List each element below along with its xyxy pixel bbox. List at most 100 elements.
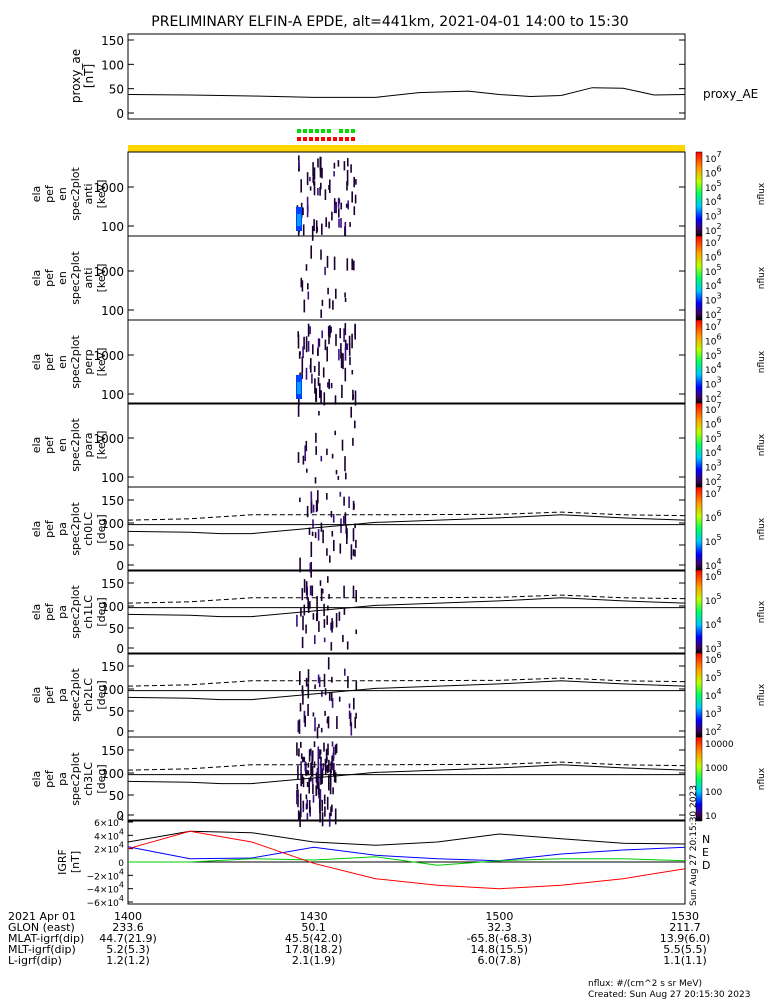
panel-ylabel-line: para <box>82 433 95 458</box>
igrf-tick-label: 2×104 <box>94 841 124 856</box>
panel-ylabel-line: ela <box>30 687 43 704</box>
green-flag-dot <box>351 129 355 133</box>
spectrogram-pixel <box>298 719 301 734</box>
spectrogram-pixel <box>313 167 316 180</box>
spectrogram-pixel <box>297 334 300 349</box>
spectrogram-pixel <box>353 697 355 710</box>
spectrogram-pixel <box>354 390 357 406</box>
spectrogram-pixel <box>338 208 340 218</box>
y-tick-label: 0 <box>116 559 124 573</box>
spectrogram-pixel <box>328 759 330 772</box>
spectrogram-pixel <box>348 710 351 719</box>
spectrogram-pixel <box>351 258 353 270</box>
red-flag-dot <box>333 137 337 141</box>
proxy-ae-ylabel-line: proxy_ae <box>69 49 83 103</box>
spectrogram-pixel <box>319 797 321 814</box>
spectrogram-pixel <box>352 437 354 446</box>
spectrogram-pixel <box>313 175 315 186</box>
spectrogram-pixel <box>344 297 347 302</box>
spectrogram-pixel <box>327 764 329 774</box>
y-tick-label: 1000 <box>93 432 124 446</box>
spectrogram-pixel <box>317 188 319 196</box>
spectrogram-pixel <box>314 635 316 645</box>
colorbar-tick-label: 106 <box>705 248 722 263</box>
y-tick-label: 100 <box>101 304 124 318</box>
footer-units: nflux: #/(cm^2 s sr MeV) <box>588 979 702 989</box>
spectrogram-pixel <box>341 439 344 451</box>
spectrogram-pixel <box>306 172 309 186</box>
spectrogram-pixel <box>328 692 331 701</box>
panel-ylabel-line: pa <box>56 688 69 702</box>
spectrogram-pixel <box>306 769 308 776</box>
spectrogram-pixel <box>337 160 340 167</box>
spectrogram-pixel <box>312 794 315 803</box>
spectrogram-pixel <box>335 469 338 475</box>
proxy-ae-ylabel-line: [nT] <box>82 64 96 88</box>
row-value: -65.8(-68.3) <box>467 932 533 945</box>
spectrogram-pixel <box>352 500 355 511</box>
panel-ylabel-line: anti <box>82 267 95 288</box>
proxy-ae-y-ticks: 150 100 50 0 <box>101 34 685 121</box>
spectrogram-pixel <box>355 629 357 635</box>
panel-ylabel-line: spec2plot <box>69 418 82 472</box>
spectrogram-pixel <box>305 264 308 271</box>
spectrogram-pixel <box>342 353 344 370</box>
spectrogram-pixel <box>317 529 320 541</box>
spectrogram-pixel <box>354 323 356 337</box>
colorbar-tick-label: 103 <box>705 208 722 223</box>
spectrogram-pixel <box>324 710 326 716</box>
spectrogram-pixel <box>330 806 332 817</box>
spectrogram-pixel <box>311 225 314 241</box>
spectrogram-pixel <box>321 588 324 594</box>
colorbar-label: nflux <box>757 266 767 289</box>
spectrogram-pixel <box>318 621 320 632</box>
igrf-tick-label: 6×104 <box>94 814 124 829</box>
spectrogram-pixel <box>329 179 331 193</box>
spectrogram-pixel <box>344 347 347 361</box>
proxy-ae-ylabel: proxy_ae [nT] <box>69 49 96 103</box>
spectrogram-pixel <box>296 614 298 627</box>
colorbar-tick-label: 103 <box>705 640 722 655</box>
spectrogram-pixel <box>315 220 318 234</box>
panel-ylabel-line: [deg] <box>95 597 108 626</box>
y-tick-label: 0 <box>116 725 124 739</box>
spectrogram-pixel <box>353 176 355 188</box>
colorbar-label: nflux <box>757 767 767 790</box>
spectrogram-pixel <box>309 186 312 191</box>
y-tick-label: 50 <box>109 705 124 719</box>
spectrogram-pixel <box>302 777 305 788</box>
panel-frame <box>127 402 686 488</box>
row-label: GLON (east) <box>8 921 75 934</box>
green-flag-dot <box>303 129 307 133</box>
row-value: 14.8(15.5) <box>471 943 529 956</box>
spectrogram-pixel <box>328 298 331 309</box>
spectrogram-pixel <box>301 636 304 649</box>
spectrogram-pixel <box>345 472 347 480</box>
panel-ylabel-line: pef <box>43 435 56 454</box>
spectrogram-pixel <box>321 768 324 778</box>
spectrogram-pixel <box>302 800 305 811</box>
colorbar-tick-label: 105 <box>705 669 722 684</box>
colorbar-tick-label: 10 <box>705 812 717 822</box>
panel-ylabel-line: en <box>56 271 69 285</box>
spectrogram-pixel <box>324 764 327 775</box>
colorbar-tick-label: 103 <box>705 459 722 474</box>
spectrogram-pixel <box>355 681 358 691</box>
spectrogram-pixel <box>305 581 308 596</box>
spectrogram-pixel <box>304 761 307 772</box>
spectrogram-pixel <box>333 763 335 777</box>
spectrogram-pixel <box>343 607 346 615</box>
green-flag-dot <box>297 129 301 133</box>
spectrogram-pixel <box>354 420 356 429</box>
spectrogram-pixel <box>340 202 342 210</box>
spectrogram-pixel <box>300 773 302 787</box>
y-tick-label: 0 <box>116 642 124 656</box>
spectrogram-pixel <box>334 808 337 825</box>
colorbar-tick-label: 105 <box>705 179 722 194</box>
panel-ylabel-line: [keV] <box>95 180 108 209</box>
spectrogram-pixel <box>343 161 346 171</box>
colorbar-tick-label: 100 <box>705 788 722 798</box>
spectrogram-pixel <box>346 528 348 539</box>
